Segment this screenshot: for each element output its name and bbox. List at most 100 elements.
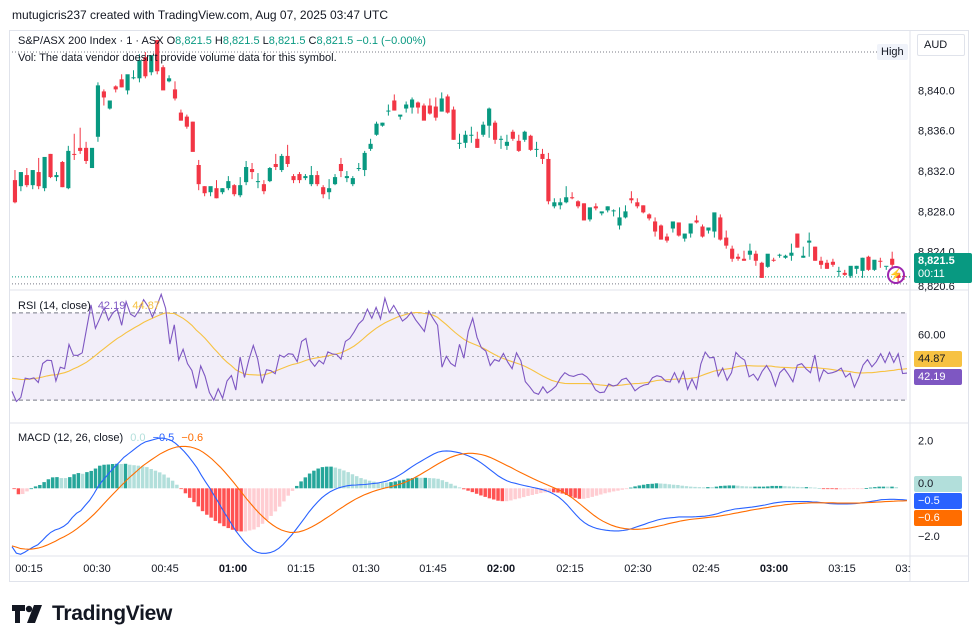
candle-body (60, 161, 65, 188)
macd-histogram-bar (830, 488, 834, 490)
currency-button[interactable]: AUD (917, 34, 965, 56)
candle-body (647, 214, 652, 219)
candle-body (439, 98, 444, 112)
candle-body (119, 79, 124, 88)
macd-signal-tag: −0.6 (914, 510, 962, 526)
macd-histogram-bar (406, 478, 410, 489)
macd-histogram-bar (217, 488, 222, 524)
candle-body (220, 188, 225, 193)
macd-histogram-bar (800, 487, 804, 489)
chart-frame[interactable] (9, 30, 969, 582)
price-axis-label: 8,820.6 (918, 281, 955, 293)
time-axis-label: 01:45 (419, 563, 447, 575)
candle-body (570, 197, 575, 199)
macd-histogram-bar (12, 488, 16, 490)
candle-body (421, 105, 427, 121)
candle-body (137, 60, 142, 79)
macd-histogram-bar (873, 487, 877, 489)
candle-body (860, 257, 865, 271)
candle-body (818, 260, 824, 265)
macd-histogram-bar (226, 488, 230, 529)
macd-histogram-bar (633, 486, 637, 489)
macd-histogram-bar (783, 486, 787, 489)
macd-histogram-bar (723, 485, 727, 489)
macd-histogram-bar (320, 467, 325, 489)
candle-body (492, 122, 498, 140)
candle-body (676, 222, 681, 236)
macd-histogram-bar (196, 488, 201, 507)
candle-body (143, 57, 148, 77)
candle-body (830, 261, 835, 265)
macd-histogram-bar (736, 485, 740, 489)
candle-body (575, 201, 581, 207)
candle-body (238, 185, 243, 196)
macd-histogram-bar (260, 488, 265, 524)
macd-histogram-bar (663, 483, 667, 489)
macd-histogram-bar (342, 470, 346, 489)
macd-histogram-bar (354, 476, 359, 489)
candle-body (623, 211, 628, 218)
candle-body (552, 202, 557, 207)
macd-histogram-bar (757, 486, 762, 489)
candle-body (84, 147, 89, 161)
macd-histogram-bar (890, 486, 894, 489)
macd-legend: MACD (12, 26, close) 0.0 −0.5 −0.6 (18, 432, 203, 444)
macd-histogram-bar (847, 488, 851, 490)
macd-histogram-bar (50, 477, 55, 489)
macd-histogram-bar (641, 484, 646, 489)
macd-histogram-bar (787, 486, 791, 489)
macd-histogram-bar (333, 467, 338, 489)
macd-histogram-bar (637, 485, 642, 489)
macd-histogram-bar (496, 488, 500, 501)
candle-body (546, 158, 551, 202)
high-badge[interactable]: High (877, 44, 908, 60)
macd-histogram-bar (766, 486, 770, 489)
macd-histogram-bar (252, 488, 256, 530)
tradingview-logo[interactable]: TradingView (12, 602, 172, 626)
symbol-label[interactable]: S&P/ASX 200 Index · 1 · ASX (18, 35, 164, 47)
lightning-icon[interactable]: ⚡ (887, 266, 905, 284)
macd-histogram-bar (273, 488, 278, 512)
macd-histogram-bar (718, 485, 723, 489)
candle-body (380, 122, 385, 126)
candle-body (836, 270, 841, 272)
macd-title[interactable]: MACD (12, 26, close) (18, 432, 124, 444)
macd-histogram-bar (453, 485, 457, 489)
candle-body (285, 155, 290, 164)
macd-histogram-bar (93, 468, 98, 489)
macd-histogram-bar (680, 485, 684, 489)
macd-histogram-bar (474, 488, 479, 494)
candle-body (475, 138, 480, 148)
candle-body (700, 226, 705, 237)
candle-body (172, 89, 178, 99)
macd-histogram-bar (85, 472, 89, 489)
candle-body (664, 236, 670, 241)
candle-body (747, 250, 753, 255)
candle-body (813, 246, 818, 261)
macd-histogram-bar (80, 473, 85, 489)
candle-body (878, 260, 883, 262)
macd-histogram-bar (748, 486, 753, 489)
macd-histogram-bar (813, 487, 817, 489)
candle-body (759, 262, 764, 278)
macd-histogram-bar (286, 488, 290, 496)
macd-histogram-bar (269, 488, 273, 516)
rsi-title[interactable]: RSI (14, close) (18, 300, 91, 312)
macd-histogram-bar (427, 478, 432, 489)
macd-histogram-bar (235, 488, 239, 532)
candle-body (415, 102, 421, 108)
candle-body (125, 74, 130, 91)
legend-open: O8,821.5 (166, 35, 212, 47)
candle-body (66, 150, 71, 189)
macd-histogram-bar (157, 472, 162, 489)
candle-body (641, 205, 646, 213)
macd-histogram-bar (616, 488, 620, 491)
candle-body (315, 175, 320, 185)
candle-body (267, 168, 272, 182)
candle-body (362, 152, 367, 171)
rsi-value: 42.19 (97, 300, 126, 312)
macd-histogram-bar (526, 488, 530, 496)
candle-body (321, 187, 326, 195)
candle-body (161, 67, 166, 91)
